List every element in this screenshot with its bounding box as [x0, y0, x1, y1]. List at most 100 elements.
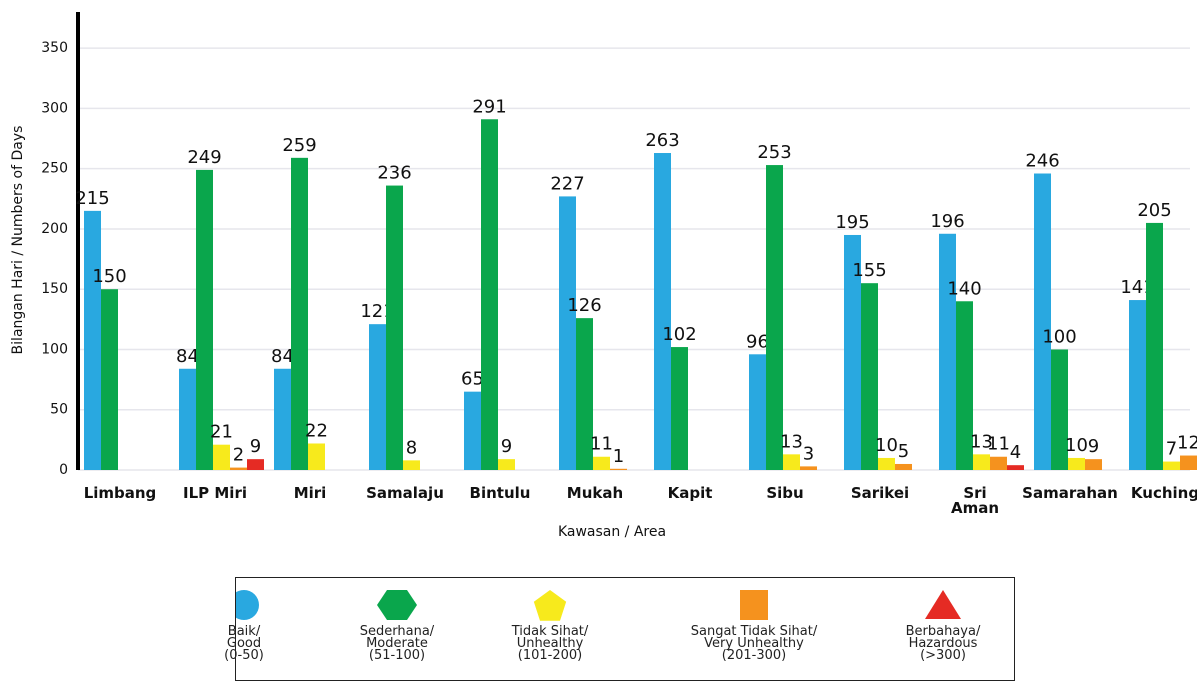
data-label: 9 [250, 436, 261, 457]
x-tick-label: Sibu [766, 484, 804, 502]
data-label: 155 [852, 260, 886, 281]
bar [1034, 173, 1051, 471]
bar [386, 185, 403, 470]
data-label: 10 [875, 435, 898, 456]
x-tick-label: Samarahan [1022, 484, 1118, 502]
data-label: 126 [567, 295, 601, 316]
bar [990, 456, 1007, 470]
legend-marker [533, 590, 567, 621]
bar [844, 234, 861, 470]
data-label: 3 [803, 443, 814, 464]
data-label: 263 [645, 130, 679, 151]
bar [498, 459, 515, 470]
legend-markers [236, 590, 961, 621]
legend: Baik/ Good (0-50) Sederhana/ Moderate (51… [224, 577, 1015, 681]
legend-label: Sederhana/ Moderate (51-100) [359, 624, 435, 663]
bar [464, 391, 481, 470]
x-tick-label: Sri Aman [950, 484, 1000, 517]
data-label: 13 [780, 431, 803, 452]
bar [1068, 457, 1085, 470]
bar [576, 318, 593, 470]
data-label: 21 [210, 422, 233, 443]
legend-marker [377, 590, 417, 620]
data-label: 13 [970, 431, 993, 452]
bar [800, 466, 817, 470]
y-tick-label: 150 [41, 281, 68, 297]
data-label: 100 [1042, 326, 1076, 347]
data-label: 22 [305, 420, 328, 441]
bar [783, 454, 800, 470]
bar [654, 153, 671, 470]
bar [1129, 300, 1146, 470]
data-label: 5 [898, 441, 909, 462]
y-tick-label: 200 [41, 221, 68, 237]
y-tick-label: 300 [41, 100, 68, 116]
x-tick-label: Kapit [667, 484, 713, 502]
y-axis-title: Bilangan Hari / Numbers of Days [10, 126, 26, 355]
data-label: 291 [472, 96, 506, 117]
data-label: 10 [1065, 435, 1088, 456]
bar [101, 289, 118, 470]
bar [179, 368, 196, 470]
bar [1180, 455, 1197, 470]
data-label: 253 [757, 142, 791, 163]
x-tick-label: Limbang [83, 484, 157, 502]
bar [196, 169, 213, 471]
data-label: 150 [92, 266, 126, 287]
bar [84, 210, 101, 471]
bar [1085, 459, 1102, 470]
data-label: 11 [590, 434, 613, 455]
bar [213, 444, 230, 470]
data-label: 9 [501, 436, 512, 457]
bar [749, 354, 766, 470]
bar [369, 324, 386, 470]
data-label: 249 [187, 147, 221, 168]
data-label: 236 [377, 163, 411, 184]
data-label: 2 [233, 445, 244, 466]
data-label: 96 [746, 331, 769, 352]
x-axis-title: Kawasan / Area [558, 524, 666, 540]
bar [878, 457, 895, 470]
data-label: 140 [947, 278, 981, 299]
data-label: 205 [1137, 200, 1171, 221]
bar [939, 233, 956, 470]
legend-marker [925, 590, 961, 619]
bar [593, 456, 610, 470]
bar [291, 157, 308, 470]
legend-label: Baik/ Good (0-50) [224, 624, 264, 663]
bar [1051, 349, 1068, 470]
data-label: 8 [406, 437, 417, 458]
data-label: 9 [1088, 436, 1099, 457]
bar [481, 119, 498, 470]
bar [308, 443, 325, 470]
bar [274, 368, 291, 470]
bar [1163, 461, 1180, 470]
data-label: 1 [613, 446, 624, 467]
x-tick-label: Sarikei [850, 484, 910, 502]
bar [766, 165, 783, 470]
bar [230, 467, 247, 470]
data-label: 65 [461, 369, 484, 390]
data-label: 7 [1166, 439, 1177, 460]
y-tick-label: 250 [41, 161, 68, 177]
bar [610, 468, 627, 470]
data-label: 227 [550, 173, 584, 194]
y-tick-label: 100 [41, 341, 68, 357]
legend-label: Berbahaya/ Hazardous (>300) [905, 624, 981, 663]
x-tick-label: Kuching [1130, 484, 1197, 502]
bar [1007, 465, 1024, 470]
x-tick-label: Samalaju [366, 484, 444, 502]
x-tick-label: Miri [293, 484, 327, 502]
data-label: 259 [282, 135, 316, 156]
bar [247, 459, 264, 470]
bar [956, 301, 973, 470]
data-label: 215 [75, 188, 109, 209]
bar [1146, 222, 1163, 470]
bar [895, 463, 912, 470]
y-tick-label: 350 [41, 40, 68, 56]
legend-marker [740, 590, 768, 620]
bar [973, 454, 990, 470]
y-tick-label: 50 [50, 402, 68, 418]
